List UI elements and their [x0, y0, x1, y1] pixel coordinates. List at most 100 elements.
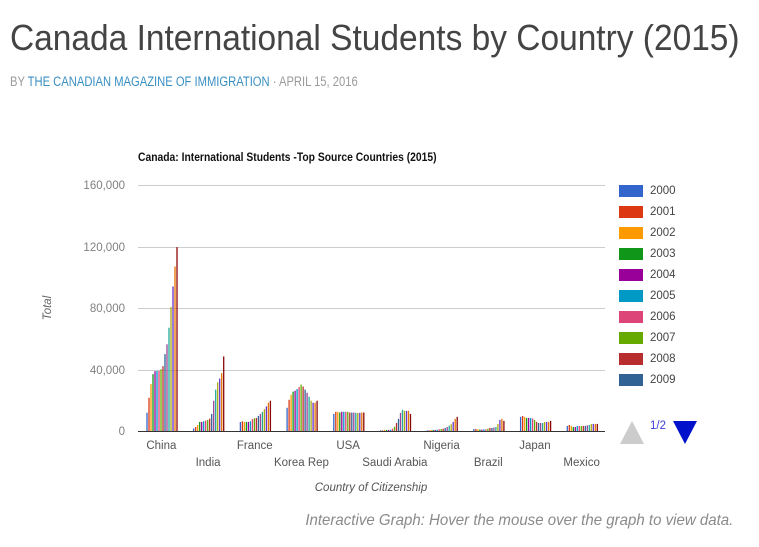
bar[interactable] — [349, 412, 351, 431]
bar[interactable] — [381, 430, 384, 431]
bar[interactable] — [379, 430, 382, 431]
bar[interactable] — [361, 412, 363, 431]
bar[interactable] — [570, 425, 572, 431]
bar[interactable] — [152, 374, 154, 431]
bar[interactable] — [501, 418, 503, 431]
bar[interactable] — [316, 400, 318, 431]
bar[interactable] — [193, 428, 195, 431]
bar[interactable] — [154, 371, 156, 431]
bar[interactable] — [533, 419, 536, 431]
bar[interactable] — [586, 425, 588, 431]
bar[interactable] — [456, 416, 458, 431]
legend-next-page-button[interactable] — [672, 420, 698, 445]
bar[interactable] — [477, 429, 479, 431]
bar[interactable] — [245, 421, 248, 431]
bar[interactable] — [539, 423, 542, 431]
bar[interactable] — [568, 425, 570, 431]
bar[interactable] — [164, 354, 166, 431]
bar[interactable] — [454, 418, 456, 431]
bar[interactable] — [543, 421, 546, 431]
bar[interactable] — [495, 427, 497, 431]
bar[interactable] — [170, 307, 172, 431]
bar[interactable] — [401, 409, 404, 431]
bar[interactable] — [267, 402, 270, 431]
bar[interactable] — [304, 389, 306, 431]
bar[interactable] — [176, 247, 178, 431]
bar[interactable] — [300, 384, 302, 431]
bar[interactable] — [203, 421, 205, 431]
bar[interactable] — [195, 427, 197, 431]
bar[interactable] — [251, 419, 254, 431]
bar[interactable] — [444, 427, 446, 431]
bar[interactable] — [436, 429, 438, 431]
bar[interactable] — [525, 417, 528, 431]
bar[interactable] — [339, 412, 341, 431]
bar[interactable] — [345, 411, 347, 431]
bar[interactable] — [588, 425, 590, 431]
bar[interactable] — [594, 423, 596, 431]
bar[interactable] — [529, 417, 532, 431]
legend-entry[interactable]: 2003 — [619, 247, 676, 261]
bar[interactable] — [491, 427, 493, 431]
bar[interactable] — [172, 286, 174, 431]
bar[interactable] — [493, 427, 495, 431]
bar[interactable] — [353, 412, 355, 431]
bar[interactable] — [473, 429, 475, 431]
bar[interactable] — [483, 429, 485, 431]
legend-entry[interactable]: 2004 — [619, 268, 676, 282]
bar[interactable] — [519, 416, 522, 431]
bar[interactable] — [426, 430, 428, 431]
bar[interactable] — [347, 411, 349, 431]
bar[interactable] — [385, 429, 388, 431]
bar[interactable] — [265, 406, 268, 431]
bar[interactable] — [341, 411, 343, 431]
legend-entry[interactable]: 2002 — [619, 226, 676, 240]
bar[interactable] — [592, 423, 594, 431]
bar[interactable] — [440, 429, 442, 431]
bar[interactable] — [590, 423, 592, 431]
bar[interactable] — [584, 425, 586, 431]
legend-entry[interactable]: 2007 — [619, 331, 676, 345]
bar[interactable] — [333, 413, 335, 431]
bar[interactable] — [535, 421, 538, 431]
bar[interactable] — [405, 410, 408, 431]
bar[interactable] — [343, 411, 345, 431]
bar[interactable] — [259, 413, 262, 431]
bar[interactable] — [547, 421, 550, 431]
bar[interactable] — [355, 412, 357, 431]
bar[interactable] — [243, 421, 246, 431]
bar[interactable] — [148, 397, 150, 431]
bar[interactable] — [209, 418, 211, 431]
bar[interactable] — [247, 421, 250, 431]
bar[interactable] — [335, 411, 337, 431]
bar[interactable] — [503, 420, 505, 431]
bar[interactable] — [479, 429, 481, 431]
bar[interactable] — [475, 429, 477, 431]
bar[interactable] — [288, 399, 290, 431]
bar[interactable] — [497, 423, 499, 431]
bar[interactable] — [596, 423, 598, 431]
bar[interactable] — [306, 392, 308, 431]
bar[interactable] — [239, 421, 242, 431]
bar[interactable] — [391, 428, 394, 431]
bar[interactable] — [158, 370, 160, 431]
bar[interactable] — [263, 409, 266, 431]
bar[interactable] — [389, 429, 392, 431]
bar[interactable] — [442, 428, 444, 431]
bar[interactable] — [432, 429, 434, 431]
bar[interactable] — [286, 407, 288, 431]
legend-prev-page-button[interactable] — [619, 420, 645, 445]
bar[interactable] — [407, 410, 410, 431]
bar[interactable] — [213, 400, 215, 431]
legend-entry[interactable]: 2005 — [619, 289, 676, 303]
legend-entry[interactable]: 2008 — [619, 352, 676, 366]
bar[interactable] — [527, 417, 530, 431]
bar[interactable] — [199, 421, 201, 431]
bar[interactable] — [296, 389, 298, 431]
bar[interactable] — [312, 402, 314, 431]
bar[interactable] — [166, 344, 168, 431]
bar[interactable] — [261, 411, 264, 431]
bar[interactable] — [572, 427, 574, 431]
bar[interactable] — [255, 417, 258, 431]
bar[interactable] — [485, 429, 487, 431]
